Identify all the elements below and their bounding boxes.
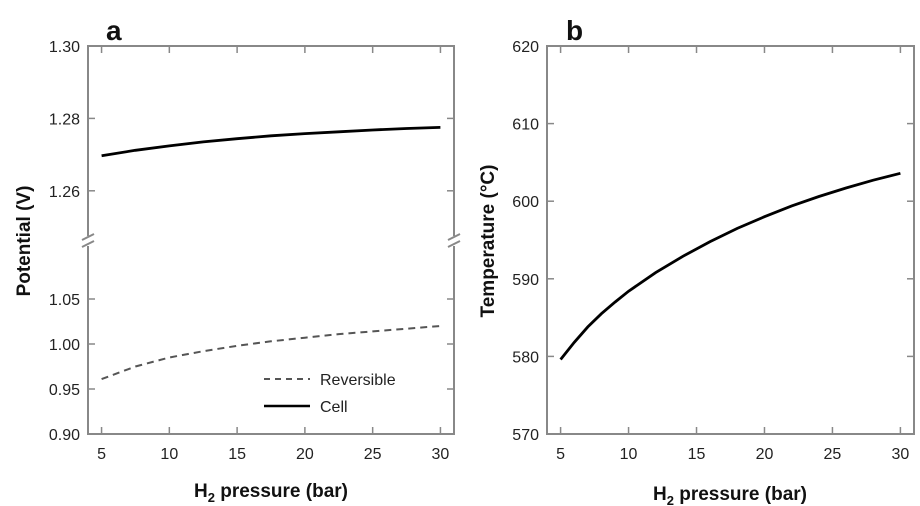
axis-break-gap bbox=[449, 236, 459, 246]
panel-b-y-tick-label: 600 bbox=[512, 194, 539, 211]
panel-a-y-tick-label: 1.30 bbox=[49, 39, 80, 56]
panel-b-x-tick-label: 10 bbox=[620, 446, 638, 463]
panel-a-letter: a bbox=[106, 15, 122, 46]
panel-b-letter: b bbox=[566, 15, 583, 46]
panel-a-y-tick-label: 1.28 bbox=[49, 111, 80, 128]
panel-b-y-tick-label: 590 bbox=[512, 272, 539, 289]
legend-cell-label: Cell bbox=[320, 399, 348, 416]
axis-break-slash bbox=[447, 233, 461, 241]
series-line-cell bbox=[101, 126, 441, 158]
panel-a-y-tick-label: 0.90 bbox=[49, 427, 80, 444]
panel-b: b 5 10 15 20 25 30 570 580 590 600 610 620 Tempera… bbox=[478, 15, 915, 506]
panel-a-x-axis-label: H2 pressure (bar) bbox=[194, 481, 348, 505]
panel-a: a 5 10 15 20 25 30 1.261.281.300.900.951.001.… bbox=[14, 15, 461, 505]
panel-b-x-tick-label: 20 bbox=[756, 446, 774, 463]
axis-break-slash bbox=[81, 240, 95, 248]
panel-a-x-ticks: 5 10 15 20 25 30 bbox=[97, 46, 449, 463]
panel-b-y-tick-label: 610 bbox=[512, 117, 539, 134]
panel-a-x-tick-label: 25 bbox=[364, 446, 382, 463]
panel-b-x-tick-label: 30 bbox=[892, 446, 910, 463]
axis-break-slash bbox=[81, 233, 95, 241]
panel-b-y-tick-label: 580 bbox=[512, 349, 539, 366]
panel-a-x-tick-label: 10 bbox=[160, 446, 178, 463]
legend-reversible-label: Reversible bbox=[320, 372, 396, 389]
panel-a-y-tick-label: 1.05 bbox=[49, 292, 80, 309]
panel-b-y-tick-label: 570 bbox=[512, 427, 539, 444]
series-line-temperature bbox=[559, 171, 901, 361]
axis-break-slash bbox=[447, 240, 461, 248]
panel-a-y-tick-label: 0.95 bbox=[49, 382, 80, 399]
panel-b-plot-frame bbox=[546, 45, 915, 435]
panel-a-series bbox=[101, 126, 441, 381]
panel-b-y-ticks: 570 580 590 600 610 620 bbox=[512, 39, 914, 444]
panel-a-plot-frame bbox=[87, 45, 455, 435]
panel-a-x-tick-label: 20 bbox=[296, 446, 314, 463]
panel-a-x-tick-label: 30 bbox=[432, 446, 450, 463]
panel-a-axis-break bbox=[81, 233, 461, 248]
panel-a-y-axis-label: Potential (V) bbox=[14, 186, 35, 297]
panel-a-x-tick-label: 15 bbox=[228, 446, 246, 463]
panel-b-y-axis-label: Temperature (°C) bbox=[478, 165, 499, 318]
panel-b-x-tick-label: 15 bbox=[688, 446, 706, 463]
panel-b-x-tick-label: 5 bbox=[556, 446, 565, 463]
panel-b-x-tick-label: 25 bbox=[824, 446, 842, 463]
panel-a-y-tick-label: 1.26 bbox=[49, 184, 80, 201]
panel-b-series bbox=[559, 171, 901, 361]
panel-a-legend: Reversible Cell bbox=[264, 372, 396, 416]
panel-a-y-tick-label: 1.00 bbox=[49, 337, 80, 354]
panel-a-x-tick-label: 5 bbox=[97, 446, 106, 463]
panel-b-x-ticks: 5 10 15 20 25 30 bbox=[556, 46, 909, 463]
series-line-reversible bbox=[101, 325, 441, 381]
panel-a-y-ticks: 1.26 1.28 1.30 0.90 0.95 1.00 1.05 bbox=[49, 39, 454, 444]
panel-b-y-tick-label: 620 bbox=[512, 39, 539, 56]
axis-break-gap bbox=[83, 236, 93, 246]
panel-b-x-axis-label: H2 pressure (bar) bbox=[653, 484, 807, 506]
